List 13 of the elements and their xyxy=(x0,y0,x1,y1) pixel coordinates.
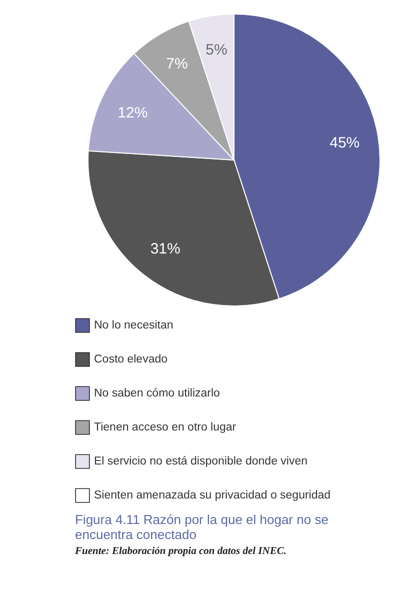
data-label: 12% xyxy=(118,104,148,122)
legend-label: Tienen acceso en otro lugar xyxy=(94,422,236,434)
legend-label: Costo elevado xyxy=(94,354,168,366)
data-label: 31% xyxy=(150,240,180,258)
legend-label: No lo necesitan xyxy=(94,320,174,332)
legend-label: Sienten amenazada su privacidad o seguridad xyxy=(94,490,331,502)
text: Figura 4.11 Razón por la que el hogar no se encuentra conectado xyxy=(75,512,328,542)
source-note: Fuente: Elaboración propia con datos del INEC. xyxy=(74,546,286,557)
data-label: 7% xyxy=(166,56,188,73)
legend-label: El servicio no está disponible donde viven xyxy=(94,456,308,468)
legend-label: No saben cómo utilizarlo xyxy=(94,388,220,400)
data-label: 5% xyxy=(206,41,228,58)
data-label: 45% xyxy=(330,134,360,152)
